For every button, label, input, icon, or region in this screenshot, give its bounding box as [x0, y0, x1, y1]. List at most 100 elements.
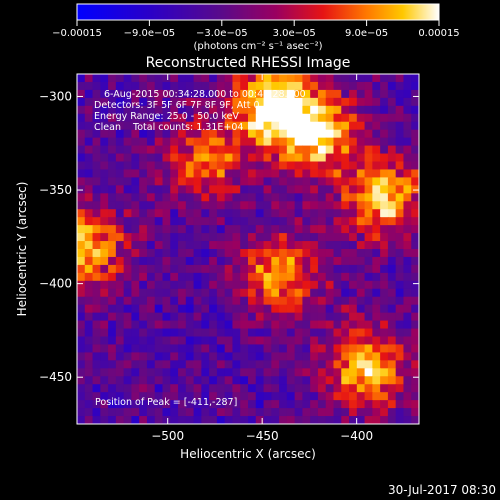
heatmap-cell: [255, 74, 265, 83]
heatmap-cell: [317, 193, 327, 202]
heatmap-cell: [263, 336, 272, 346]
heatmap-cell: [279, 185, 288, 194]
heatmap-cell: [92, 312, 101, 322]
heatmap-cell: [185, 81, 195, 91]
heatmap-cell: [146, 352, 156, 361]
heatmap-cell: [154, 416, 164, 424]
heatmap-cell: [395, 241, 405, 250]
heatmap-cell: [100, 344, 109, 353]
heatmap-cell: [108, 209, 117, 218]
heatmap-cell: [162, 177, 171, 186]
heatmap-cell: [255, 352, 265, 361]
heatmap-cell: [146, 296, 156, 306]
heatmap-cell: [224, 264, 234, 274]
heatmap-cell: [123, 416, 133, 424]
heatmap-cell: [271, 392, 280, 401]
heatmap-cell: [154, 233, 164, 242]
heatmap-cell: [108, 304, 117, 314]
heatmap-cell: [209, 177, 218, 186]
heatmap-cell: [162, 74, 171, 83]
heatmap-cell: [224, 392, 234, 401]
heatmap-cell: [216, 137, 226, 147]
heatmap-cell: [224, 201, 234, 210]
heatmap-cell: [92, 352, 101, 361]
heatmap-cell: [131, 408, 140, 417]
heatmap-cell: [108, 185, 117, 194]
heatmap-cell: [395, 201, 405, 210]
heatmap-cell: [286, 400, 296, 409]
heatmap-cell: [178, 249, 187, 258]
heatmap-cell: [123, 249, 133, 258]
heatmap-cell: [146, 368, 156, 377]
heatmap-cell: [108, 113, 117, 123]
heatmap-cell: [100, 89, 109, 99]
heatmap-cell: [294, 241, 304, 250]
heatmap-cell: [349, 249, 358, 258]
heatmap-cell: [403, 153, 412, 163]
heatmap-cell: [333, 161, 342, 171]
heatmap-cell: [146, 89, 156, 99]
heatmap-cell: [224, 193, 234, 202]
heatmap-cell: [248, 97, 257, 107]
heatmap-cell: [310, 97, 319, 107]
heatmap-cell: [232, 97, 241, 107]
heatmap-cell: [387, 376, 397, 385]
heatmap-cell: [209, 280, 218, 290]
heatmap-cell: [279, 137, 288, 147]
heatmap-cell: [395, 249, 405, 258]
heatmap-cell: [240, 344, 249, 353]
heatmap-cell: [279, 280, 288, 290]
heatmap-cell: [92, 145, 101, 155]
heatmap-cell: [123, 312, 133, 322]
heatmap-cell: [108, 256, 117, 266]
heatmap-cell: [387, 233, 397, 242]
heatmap-cell: [302, 209, 311, 218]
heatmap-cell: [364, 344, 373, 353]
heatmap-cell: [255, 416, 265, 424]
heatmap-cell: [84, 288, 94, 298]
heatmap-cell: [403, 392, 412, 401]
heatmap-cell: [248, 193, 257, 202]
heatmap-cell: [84, 249, 94, 258]
heatmap-cell: [154, 241, 164, 250]
heatmap-cell: [372, 169, 381, 178]
heatmap-cell: [356, 153, 366, 163]
heatmap-cell: [403, 209, 412, 218]
heatmap-cell: [302, 264, 311, 274]
heatmap-cell: [255, 201, 265, 210]
heatmap-cell: [178, 81, 187, 91]
heatmap-cell: [333, 97, 342, 107]
heatmap-cell: [255, 137, 265, 147]
heatmap-cell: [341, 209, 350, 218]
heatmap-cell: [170, 105, 179, 115]
heatmap-cell: [77, 233, 86, 242]
heatmap-cell: [279, 249, 288, 258]
heatmap-cell: [255, 376, 265, 385]
heatmap-cell: [92, 296, 101, 306]
heatmap-cell: [209, 416, 218, 424]
heatmap-cell: [178, 280, 187, 290]
heatmap-cell: [317, 320, 327, 330]
heatmap-cell: [240, 368, 249, 377]
heatmap-cell: [395, 233, 405, 242]
heatmap-cell: [209, 89, 218, 99]
heatmap-cell: [209, 97, 218, 107]
heatmap-cell: [139, 264, 148, 274]
heatmap-cell: [185, 249, 195, 258]
heatmap-cell: [403, 241, 412, 250]
heatmap-cell: [356, 328, 366, 338]
heatmap-cell: [302, 97, 311, 107]
heatmap-cell: [115, 280, 125, 290]
heatmap-cell: [286, 384, 296, 393]
heatmap-cell: [216, 400, 226, 409]
heatmap-cell: [100, 129, 109, 139]
heatmap-cell: [139, 129, 148, 139]
heatmap-cell: [154, 217, 164, 226]
heatmap-cell: [372, 81, 381, 91]
heatmap-cell: [356, 408, 366, 417]
heatmap-cell: [255, 129, 265, 139]
heatmap-cell: [403, 177, 412, 186]
heatmap-cell: [411, 201, 419, 210]
heatmap-cell: [139, 81, 148, 91]
heatmap-cell: [248, 304, 257, 314]
